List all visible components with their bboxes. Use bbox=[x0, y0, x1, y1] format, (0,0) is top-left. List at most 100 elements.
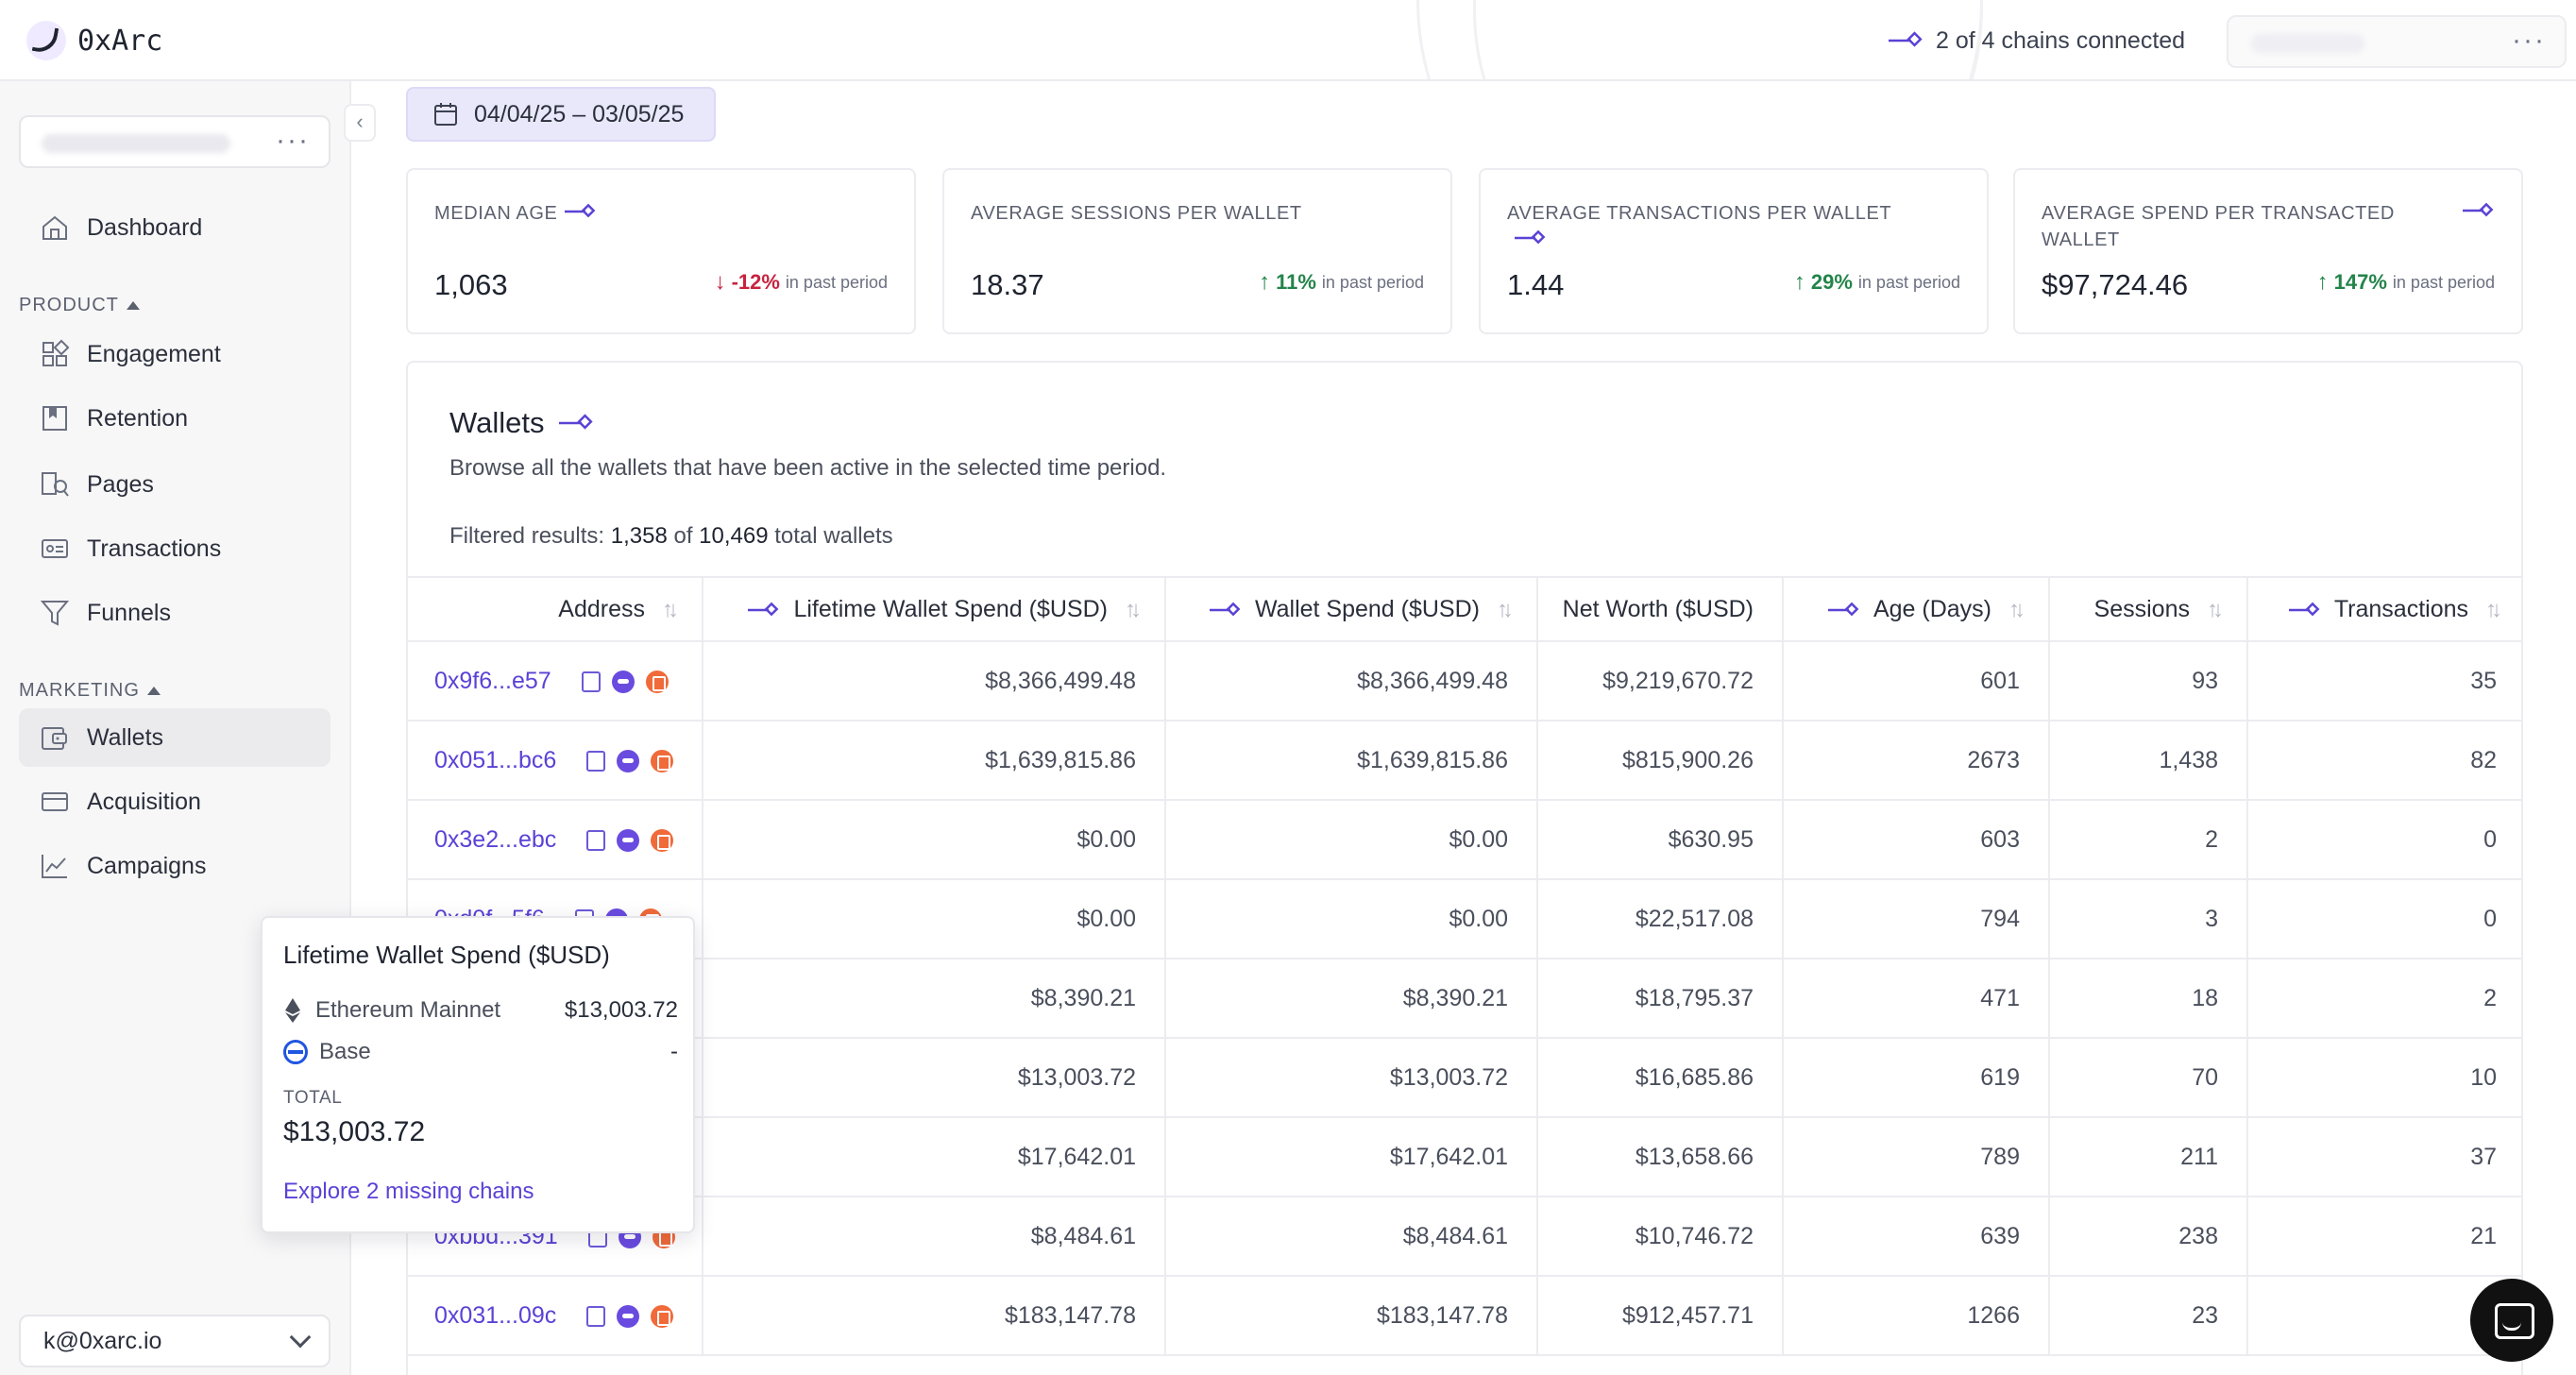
page-search-icon bbox=[40, 469, 70, 500]
column-header-lifetime-spend[interactable]: Lifetime Wallet Spend ($USD) ↑↓ bbox=[702, 576, 1165, 642]
sidebar-item-retention[interactable]: Retention bbox=[19, 389, 330, 448]
sidebar-item-label: Wallets bbox=[87, 723, 164, 751]
arrow-up-icon: ↑ bbox=[1793, 269, 1805, 295]
copy-icon[interactable] bbox=[581, 671, 601, 692]
chain-link-icon[interactable] bbox=[565, 201, 597, 228]
account-switcher[interactable]: ··· bbox=[2227, 15, 2567, 68]
more-icon[interactable]: ··· bbox=[2512, 25, 2546, 56]
table-row[interactable]: $17,642.01 $17,642.01 $13,658.66 789 211 37 bbox=[408, 1117, 2521, 1197]
column-header-address[interactable]: Address ↑↓ bbox=[408, 576, 703, 642]
sidebar-item-transactions[interactable]: Transactions bbox=[19, 519, 330, 578]
sidebar-item-dashboard[interactable]: Dashboard bbox=[19, 198, 330, 257]
cell-transactions: 0 bbox=[2246, 800, 2521, 880]
chat-support-button[interactable] bbox=[2470, 1279, 2553, 1362]
sidebar-item-acquisition[interactable]: Acquisition bbox=[19, 772, 330, 831]
receipt-icon bbox=[40, 534, 70, 564]
kpi-delta-percent: 29% bbox=[1810, 270, 1853, 294]
cell-lifetime-spend[interactable]: $8,484.61 bbox=[702, 1197, 1165, 1277]
funnel-icon bbox=[40, 598, 70, 628]
kpi-delta-suffix: in past period bbox=[1321, 272, 1424, 292]
chevron-left-icon: ‹ bbox=[356, 110, 364, 133]
chain-link-icon bbox=[748, 602, 779, 617]
sort-icon[interactable]: ↑↓ bbox=[2485, 596, 2502, 622]
sidebar-item-label: Acquisition bbox=[87, 788, 201, 815]
collapse-sidebar-button[interactable]: ‹ bbox=[344, 104, 376, 142]
chain-badge-icon bbox=[617, 749, 640, 772]
copy-icon[interactable] bbox=[586, 1305, 606, 1327]
tooltip-row-ethereum: Ethereum Mainnet $13,003.72 bbox=[283, 995, 678, 1026]
column-header-wallet-spend[interactable]: Wallet Spend ($USD) ↑↓ bbox=[1164, 576, 1537, 642]
chain-link-icon[interactable] bbox=[557, 414, 594, 433]
cell-net-worth: $630.95 bbox=[1536, 800, 1783, 880]
sidebar-item-engagement[interactable]: Engagement bbox=[19, 325, 330, 383]
cell-lifetime-spend[interactable]: $17,642.01 bbox=[702, 1117, 1165, 1197]
table-row[interactable]: $8,390.21 $8,390.21 $18,795.37 471 18 2 bbox=[408, 959, 2521, 1039]
section-marketing[interactable]: MARKETING bbox=[19, 680, 161, 702]
cell-wallet-spend: $0.00 bbox=[1164, 800, 1537, 880]
lifetime-spend-tooltip: Lifetime Wallet Spend ($USD) Ethereum Ma… bbox=[261, 916, 695, 1233]
org-name-redacted bbox=[42, 134, 230, 153]
wallets-card: Wallets Browse all the wallets that have… bbox=[406, 361, 2523, 1375]
cell-sessions: 23 bbox=[2048, 1276, 2247, 1356]
sidebar-item-label: Retention bbox=[87, 404, 189, 432]
table-row[interactable]: 0x031...09c $183,147.78 $183,147.78 $912,45… bbox=[408, 1276, 2521, 1356]
filter-of: of bbox=[673, 523, 693, 549]
cell-transactions: 82 bbox=[2246, 721, 2521, 801]
chain-badge-icon bbox=[645, 670, 669, 693]
wallet-address-link[interactable]: 0x3e2...ebc bbox=[434, 825, 557, 853]
cell-lifetime-spend[interactable]: $183,147.78 bbox=[702, 1276, 1165, 1356]
sort-icon[interactable]: ↑↓ bbox=[1497, 596, 1514, 622]
sidebar-item-pages[interactable]: Pages bbox=[19, 455, 330, 514]
tooltip-row-base: Base - bbox=[283, 1037, 678, 1067]
chain-link-icon bbox=[2288, 602, 2320, 617]
brand-logo[interactable]: 0xArc bbox=[26, 19, 162, 62]
filter-suffix: total wallets bbox=[774, 523, 893, 549]
sort-icon[interactable]: ↑↓ bbox=[2008, 596, 2025, 622]
column-header-transactions[interactable]: Transactions ↑↓ bbox=[2246, 576, 2521, 642]
table-row[interactable]: 0x3e2...ebc $0.00 $0.00 $630.95 603 2 0 bbox=[408, 800, 2521, 880]
cell-age: 1266 bbox=[1782, 1276, 2049, 1356]
wallet-address-link[interactable]: 0x051...bc6 bbox=[434, 746, 557, 773]
cell-lifetime-spend[interactable]: $13,003.72 bbox=[702, 1038, 1165, 1118]
wallet-address-link[interactable]: 0x9f6...e57 bbox=[434, 667, 551, 694]
cell-lifetime-spend[interactable]: $0.00 bbox=[702, 800, 1165, 880]
chain-link-icon[interactable] bbox=[1515, 228, 1547, 254]
table-row[interactable]: 0x051...bc6 $1,639,815.86 $1,639,815.86 $81… bbox=[408, 721, 2521, 801]
more-icon[interactable]: ··· bbox=[276, 125, 310, 156]
cell-lifetime-spend[interactable]: $8,366,499.48 bbox=[702, 641, 1165, 721]
cell-lifetime-spend[interactable]: $0.00 bbox=[702, 879, 1165, 959]
chain-badge-icon bbox=[611, 670, 635, 693]
chain-link-icon[interactable] bbox=[2463, 202, 2495, 224]
column-header-net-worth[interactable]: Net Worth ($USD) bbox=[1536, 576, 1783, 642]
column-header-sessions[interactable]: Sessions ↑↓ bbox=[2048, 576, 2247, 642]
table-row[interactable]: 0xbbd...391 $8,484.61 $8,484.61 $10,746.72 6… bbox=[408, 1197, 2521, 1277]
sort-icon[interactable]: ↑↓ bbox=[1125, 596, 1142, 622]
explore-missing-chains-link[interactable]: Explore 2 missing chains bbox=[283, 1179, 534, 1204]
user-menu[interactable]: k@0xarc.io bbox=[19, 1315, 330, 1367]
cell-sessions: 18 bbox=[2048, 959, 2247, 1039]
org-switcher[interactable]: ··· bbox=[19, 115, 330, 168]
date-range-picker[interactable]: 04/04/25 – 03/05/25 bbox=[406, 87, 716, 142]
cell-lifetime-spend[interactable]: $8,390.21 bbox=[702, 959, 1165, 1039]
sort-icon[interactable]: ↑↓ bbox=[662, 596, 679, 622]
chains-status[interactable]: 2 of 4 chains connected bbox=[1887, 23, 2185, 59]
section-product-label: PRODUCT bbox=[19, 295, 119, 315]
table-row[interactable]: $13,003.72 $13,003.72 $16,685.86 619 70 10 bbox=[408, 1038, 2521, 1118]
sidebar-item-campaigns[interactable]: Campaigns bbox=[19, 837, 330, 895]
copy-icon[interactable] bbox=[586, 750, 606, 772]
cell-transactions: 21 bbox=[2246, 1197, 2521, 1277]
table-row[interactable]: 0x9f6...e57 $8,366,499.48 $8,366,499.48 $9,… bbox=[408, 641, 2521, 721]
column-label: Transactions bbox=[2333, 595, 2468, 622]
section-product[interactable]: PRODUCT bbox=[19, 295, 140, 316]
cell-lifetime-spend[interactable]: $1,639,815.86 bbox=[702, 721, 1165, 801]
sidebar-item-funnels[interactable]: Funnels bbox=[19, 584, 330, 642]
column-header-age[interactable]: Age (Days) ↑↓ bbox=[1782, 576, 2049, 642]
sort-icon[interactable]: ↑↓ bbox=[2207, 596, 2224, 622]
user-email: k@0xarc.io bbox=[43, 1327, 162, 1354]
wallet-address-link[interactable]: 0x031...09c bbox=[434, 1301, 557, 1329]
cell-transactions: 2 bbox=[2246, 959, 2521, 1039]
sidebar-item-wallets[interactable]: Wallets bbox=[19, 708, 330, 767]
kpi-label-text: MEDIAN AGE bbox=[434, 203, 558, 224]
copy-icon[interactable] bbox=[586, 829, 606, 851]
